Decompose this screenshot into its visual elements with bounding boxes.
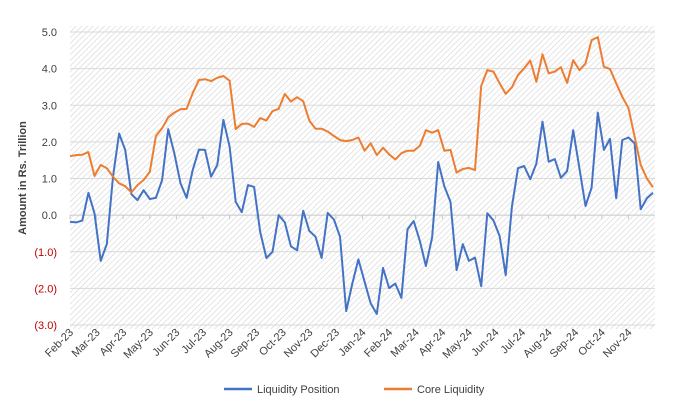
x-tick-label: Dec-23: [308, 327, 342, 361]
y-tick-label: (3.0): [34, 320, 57, 332]
legend-label-core-liquidity: Core Liquidity: [417, 384, 485, 396]
x-tick-label: Sep-24: [548, 327, 582, 361]
series-line-core-liquidity: [69, 36, 654, 194]
x-tick-label: Jun-24: [469, 327, 501, 359]
x-tick-label: Nov-24: [601, 327, 635, 361]
y-tick-label: (1.0): [34, 247, 57, 259]
y-tick-label: 3.0: [42, 100, 57, 112]
y-axis-label: Amount in Rs. Trillion: [17, 121, 29, 235]
x-tick-label: Mar-23: [70, 327, 103, 360]
x-tick-label: May-24: [441, 327, 475, 361]
y-tick-label: 4.0: [42, 64, 57, 76]
x-tick-label: Nov-23: [282, 327, 316, 361]
plot-area: [70, 26, 655, 329]
x-tick-label: Mar-24: [389, 327, 422, 360]
x-tick-label: May-23: [121, 327, 155, 361]
y-tick-label: 0.0: [42, 210, 57, 222]
legend-label-liquidity-position: Liquidity Position: [257, 384, 340, 396]
y-axis-ticks: 5.0 4.0 3.0 2.0 1.0 0.0 (1.0) (2.0) (3.0): [34, 27, 57, 332]
y-tick-label: 2.0: [42, 137, 57, 149]
x-tick-label: Aug-23: [202, 327, 236, 361]
y-tick-label: (2.0): [34, 283, 57, 295]
series-lines: [69, 36, 654, 315]
x-tick-label: Feb-24: [362, 327, 395, 360]
legend: Liquidity Position Core Liquidity: [224, 384, 485, 396]
y-tick-label: 5.0: [42, 27, 57, 39]
x-tick-label: Sep-23: [229, 327, 263, 361]
series-line-liquidity-position: [69, 111, 654, 315]
x-tick-label: Jun-23: [150, 327, 182, 359]
x-tick-label: Aug-24: [521, 327, 555, 361]
y-tick-label: 1.0: [42, 174, 57, 186]
